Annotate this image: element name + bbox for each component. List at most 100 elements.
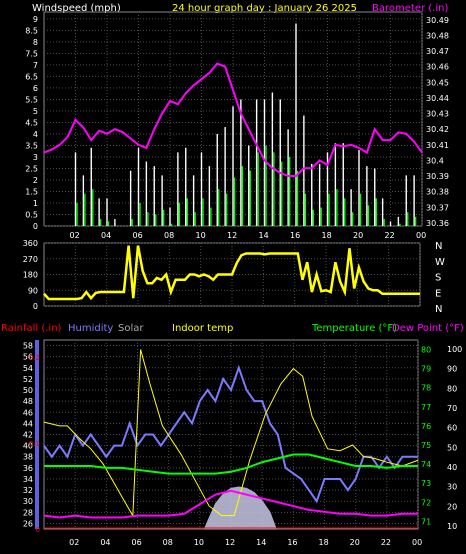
y-right-tick-label: 30.36	[426, 219, 449, 228]
series-wind-barometer	[43, 23, 423, 226]
y-right-tick-label: 30.38	[426, 188, 449, 197]
humidity-tick-label: 28	[23, 508, 33, 517]
compass-label: S	[435, 273, 441, 284]
y-right-tick-label: 30.45	[426, 78, 449, 87]
y-left-tick-label: 7	[33, 61, 38, 70]
y-left-tick-label: 4.5	[25, 118, 38, 127]
y-right-tick-label: 30.42	[426, 125, 449, 134]
temp-inner-tick-label: 72	[421, 498, 431, 507]
x-tick-label: 22	[385, 231, 395, 240]
x-tick-label: 08	[163, 538, 173, 547]
y-right-tick-label: 30.47	[426, 47, 449, 56]
x-tick-label: 08	[164, 231, 174, 240]
temp-inner-tick-label: 74	[421, 460, 431, 469]
series-temp	[43, 349, 419, 530]
barometer-line	[43, 62, 423, 178]
legend-rainfall: Rainfall (.in)	[1, 323, 62, 334]
y-left-tick-label: 7.5	[25, 49, 38, 58]
temp-outer-tick-label: 70	[447, 404, 457, 413]
humidity-tick-label: 34	[23, 475, 33, 484]
x-tick-label: 18	[322, 231, 332, 240]
temp-outer-tick-label: 60	[447, 424, 457, 433]
y-left-tick-label: 9	[33, 15, 38, 24]
y-left-tick-label: 3	[33, 153, 38, 162]
compass-label: W	[435, 257, 445, 268]
humidity-tick-label: 44	[23, 419, 33, 428]
x-tick-label: 02	[70, 231, 80, 240]
temp-inner-tick-label: 80	[421, 346, 431, 355]
legend-solar: Solar	[118, 323, 144, 334]
temp-inner-tick-label: 77	[421, 403, 431, 412]
y-right-tick-label: 30.49	[426, 16, 449, 25]
humidity-tick-label: 46	[23, 408, 33, 417]
x-tick-label: 18	[319, 538, 329, 547]
y-left-tick-label: 6	[33, 84, 38, 93]
x-tick-label: 14	[256, 538, 266, 547]
temp-inner-tick-label: 78	[421, 384, 431, 393]
panel-rain-humidity-temp: Rainfall (.in) Humidity Solar Indoor tem…	[1, 323, 464, 547]
humidity-tick-label: 54	[23, 364, 33, 373]
y-left-tick-label: 360	[23, 239, 38, 248]
wind-direction-line	[43, 245, 420, 301]
temp-outer-tick-label: 100	[447, 345, 462, 354]
dew-point-line	[43, 489, 418, 519]
x-tick-label: 02	[69, 538, 79, 547]
temp-inner-tick-label: 73	[421, 479, 431, 488]
humidity-tick-label: 50	[23, 386, 33, 395]
temp-outer-tick-label: 90	[447, 365, 457, 374]
humidity-tick-label: 56	[23, 353, 33, 362]
temp-inner-tick-label: 71	[421, 517, 431, 526]
ticks-temp: 02 04 06 08 10 12 14 16 18 20 22 00 26 28 30 32 34 36 38 40…	[23, 342, 462, 547]
y-left-tick-label: 0.5	[25, 210, 38, 219]
x-tick-label: 00	[412, 538, 422, 547]
y-left-tick-label: 3.5	[25, 141, 38, 150]
humidity-tick-label: 30	[23, 497, 33, 506]
y-left-tick-label: 1	[33, 199, 38, 208]
x-tick-label: 10	[196, 231, 206, 240]
y-left-tick-label: 5.5	[25, 95, 38, 104]
compass-label: N	[435, 241, 442, 252]
humidity-tick-label: 36	[23, 464, 33, 473]
compass-label: E	[435, 288, 441, 299]
y-left-tick-label: 270	[23, 255, 38, 264]
x-tick-label: 06	[133, 231, 143, 240]
humidity-axis-bar	[35, 340, 39, 529]
y-left-tick-label: 0	[33, 222, 38, 231]
temp-outer-tick-label: 40	[447, 463, 457, 472]
x-tick-label: 14	[259, 231, 269, 240]
humidity-tick-label: 32	[23, 486, 33, 495]
temp-inner-tick-label: 75	[421, 441, 431, 450]
y-right-tick-label: 30.46	[426, 63, 449, 72]
y-right-tick-label: 30.44	[426, 94, 449, 103]
ylabel-windspeed: Windspeed (mph)	[32, 3, 121, 14]
y-right-tick-label: 30.37	[426, 203, 449, 212]
legend-temperature: Temperature (°F)	[311, 323, 397, 334]
x-tick-label: 20	[350, 538, 360, 547]
rain-tick-label: 0.2	[29, 354, 40, 362]
rain-tick-label: 0	[36, 526, 40, 534]
humidity-tick-label: 48	[23, 397, 33, 406]
ticks-wind: 02 04 06 08 10 12 14 16 18 20 22 0000.511.522.533.5…	[25, 15, 449, 240]
legend-indoor-temp: Indoor temp	[172, 323, 233, 334]
legend-humidity: Humidity	[68, 323, 113, 334]
x-tick-label: 00	[416, 231, 426, 240]
chart-title: 24 hour graph day : January 26 2025	[172, 3, 357, 14]
y-right-tick-label: 30.4	[426, 156, 444, 165]
y-right-tick-label: 30.48	[426, 31, 449, 40]
y-left-tick-label: 180	[23, 271, 38, 280]
temp-inner-tick-label: 76	[421, 422, 431, 431]
y-right-tick-label: 30.41	[426, 141, 449, 150]
x-tick-label: 16	[287, 538, 297, 547]
humidity-tick-label: 26	[23, 519, 33, 528]
y-left-tick-label: 6.5	[25, 72, 38, 81]
humidity-tick-label: 40	[23, 442, 33, 451]
y-left-tick-label: 2	[33, 176, 38, 185]
x-tick-label: 20	[353, 231, 363, 240]
y-left-tick-label: 8.5	[25, 26, 38, 35]
temp-outer-tick-label: 30	[447, 483, 457, 492]
humidity-tick-label: 42	[23, 431, 33, 440]
y-left-tick-label: 4	[33, 130, 38, 139]
temp-outer-tick-label: 20	[447, 502, 457, 511]
